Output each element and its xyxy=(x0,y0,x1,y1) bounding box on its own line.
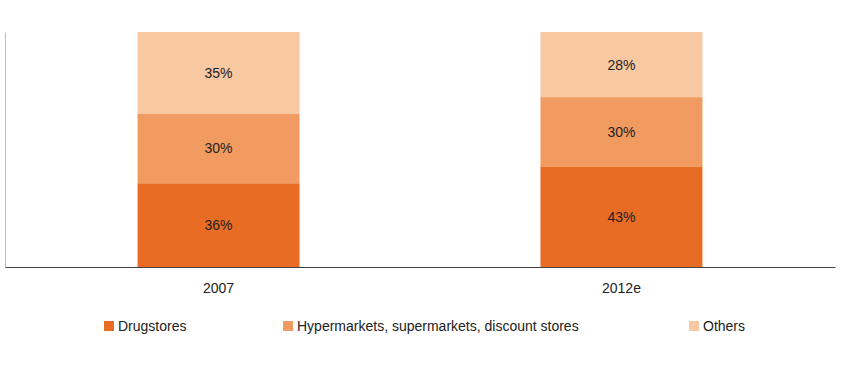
legend-label: Drugstores xyxy=(118,318,186,334)
y-axis-line xyxy=(5,33,6,268)
x-tick-label: 2012e xyxy=(602,280,641,296)
data-label: 36% xyxy=(205,217,233,233)
data-label: 28% xyxy=(607,57,635,73)
data-label: 30% xyxy=(607,124,635,140)
y-axis xyxy=(5,33,6,268)
legend-item: Others xyxy=(689,318,745,334)
x-axis-line xyxy=(6,267,836,268)
legend-label: Hypermarkets, supermarkets, discount sto… xyxy=(297,318,579,334)
legend: Drugstores Hypermarkets, supermarkets, di… xyxy=(104,318,745,334)
legend-swatch xyxy=(283,321,293,331)
legend-item: Drugstores xyxy=(104,318,186,334)
series-bars xyxy=(138,32,703,113)
x-tick: 2007 xyxy=(203,280,234,296)
bar-segment xyxy=(138,183,300,267)
bars xyxy=(138,32,703,267)
bar-segment xyxy=(138,113,300,183)
data-label: 35% xyxy=(205,65,233,81)
x-tick: 2012e xyxy=(602,280,641,296)
data-label: 43% xyxy=(607,209,635,225)
bar-segment xyxy=(540,32,702,97)
legend-swatch xyxy=(104,321,114,331)
legend-swatch xyxy=(689,321,699,331)
data-label: 30% xyxy=(205,140,233,156)
legend-item: Hypermarkets, supermarkets, discount sto… xyxy=(283,318,579,334)
data-labels: 36% 43% 30% 30% 35% 28% xyxy=(205,57,636,234)
chart: 36% 43% 30% 30% 35% 28% 2007 2012e Drugstores Hyp… xyxy=(0,0,841,372)
legend-label: Others xyxy=(703,318,745,334)
bar-segment xyxy=(138,32,300,113)
x-tick-label: 2007 xyxy=(203,280,234,296)
bar-segment xyxy=(540,97,702,167)
bar-segment xyxy=(540,167,702,267)
x-axis: 2007 2012e xyxy=(6,268,836,296)
